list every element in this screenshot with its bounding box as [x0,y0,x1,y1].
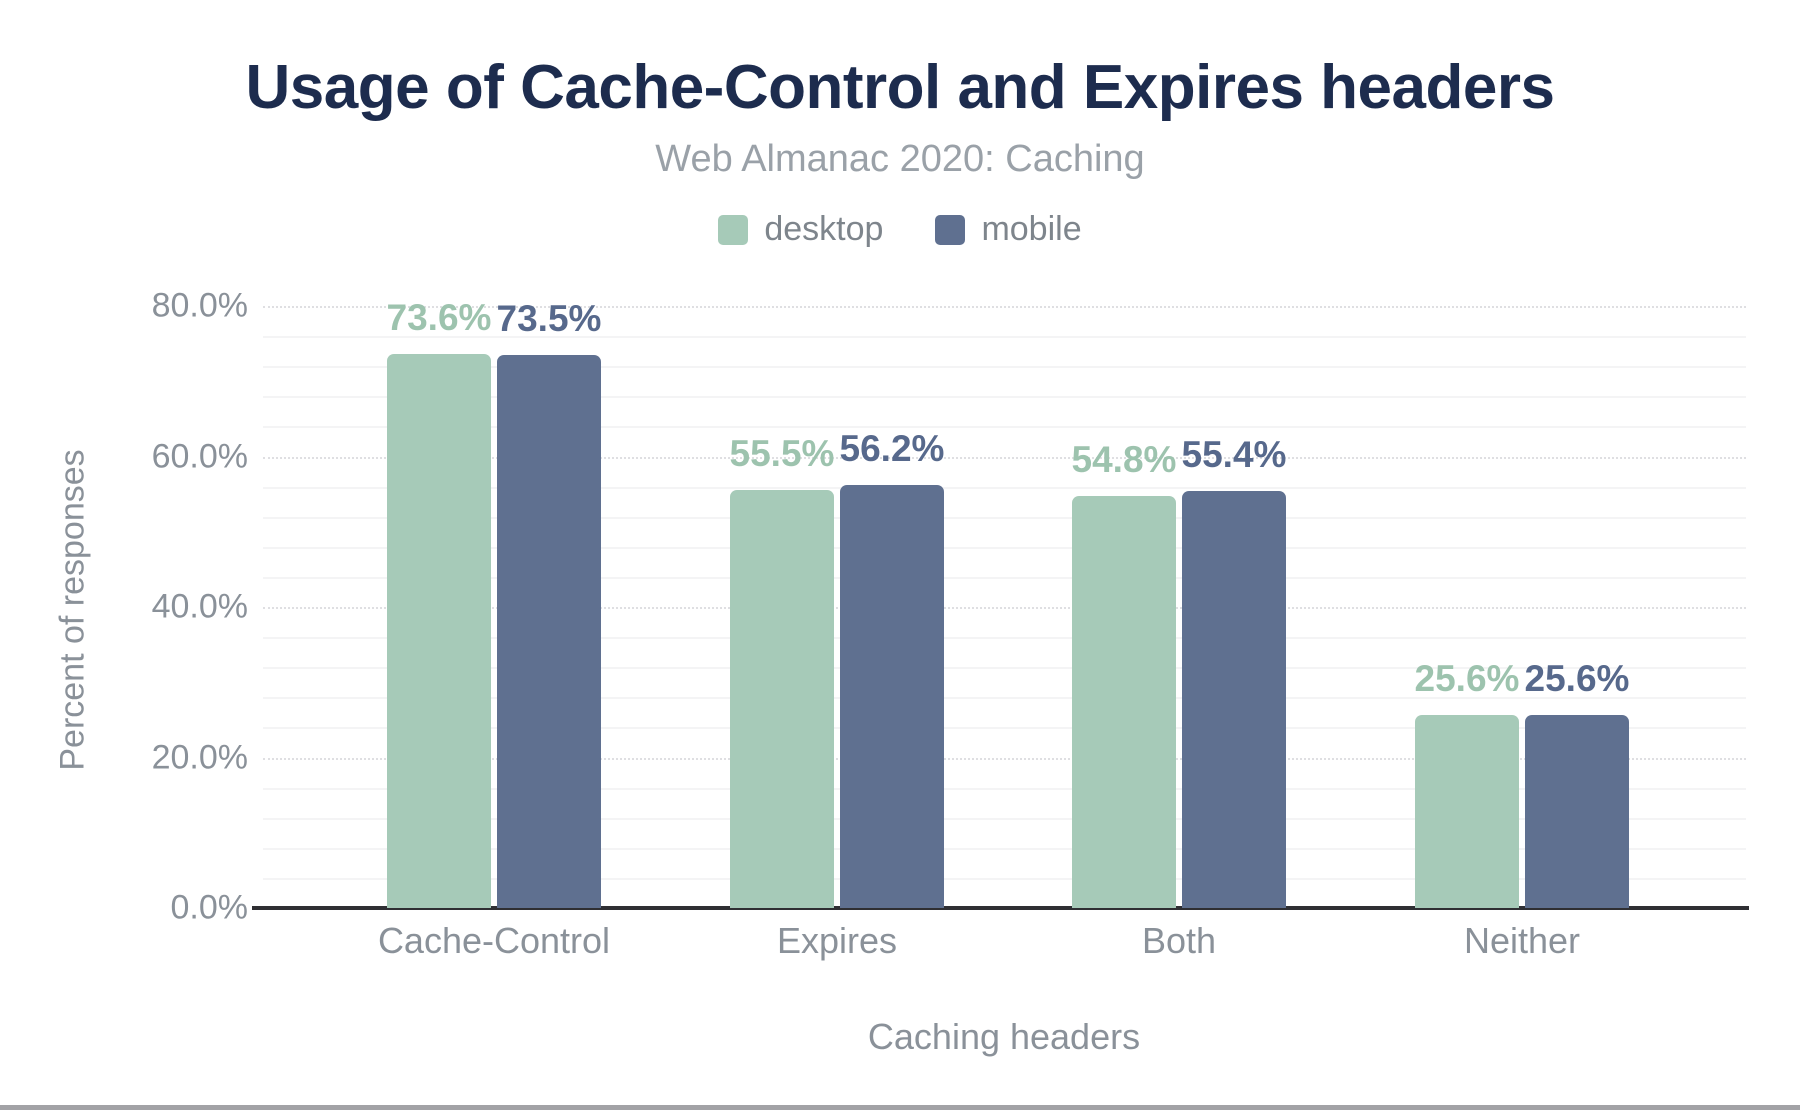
gridline-64 [263,426,1746,429]
bar-mobile-both[interactable] [1182,491,1286,908]
value-label-mobile-cache-control: 73.5% [496,297,602,339]
chart-subtitle: Web Almanac 2020: Caching [655,138,1145,180]
bar-desktop-both[interactable] [1072,495,1176,908]
legend-item-desktop[interactable]: desktop [718,210,883,249]
x-tick-cache-control: Cache-Control [377,920,611,961]
gridline-48 [263,546,1746,549]
gridline-28 [263,697,1746,700]
x-axis-line [252,906,1749,910]
value-label-desktop-expires: 55.5% [729,433,835,475]
gridline-12 [263,817,1746,820]
y-tick-40.0: 40.0% [151,587,248,626]
bar-mobile-expires[interactable] [840,485,944,908]
x-tick-neither: Neither [1463,920,1581,961]
gridline-24 [263,727,1746,730]
y-tick-20.0: 20.0% [151,738,248,776]
desktop-swatch [718,214,749,245]
legend-item-mobile[interactable]: mobile [935,210,1082,249]
value-label-desktop-cache-control: 73.6% [386,297,492,339]
y-tick-60.0: 60.0% [151,437,248,475]
mobile-swatch [935,214,966,245]
gridline-68 [263,396,1746,399]
legend: desktop mobile [0,210,1800,249]
value-label-mobile-neither: 25.6% [1524,658,1630,700]
gridline-44 [263,576,1746,579]
value-label-mobile-expires: 56.2% [839,428,945,470]
x-tick-both: Both [1141,920,1217,961]
gridline-56 [263,486,1746,489]
chart-title: Usage of Cache-Control and Expires heade… [245,53,1555,122]
bar-desktop-cache-control[interactable] [387,354,491,908]
gridline-36 [263,637,1746,640]
gridline-16 [263,787,1746,790]
value-label-mobile-both: 55.4% [1181,434,1287,476]
gridline-80 [263,306,1746,308]
bottom-border [0,1105,1800,1110]
gridline-8 [263,847,1746,850]
x-tick-expires: Expires [776,920,898,961]
gridline-4 [263,877,1746,880]
legend-label-desktop: desktop [764,210,884,248]
gridline-76 [263,336,1746,339]
y-tick-0.0: 0.0% [170,888,249,927]
y-tick-80.0: 80.0% [151,286,248,325]
gridline-40 [263,607,1746,609]
bar-desktop-neither[interactable] [1415,715,1519,908]
value-label-desktop-both: 54.8% [1071,438,1177,480]
x-axis-title: Caching headers [867,1016,1141,1057]
plot-area [263,306,1746,908]
gridline-60 [263,456,1746,459]
value-label-desktop-neither: 25.6% [1414,658,1520,700]
gridline-20 [263,757,1746,760]
bar-mobile-cache-control[interactable] [497,354,601,908]
gridline-72 [263,366,1746,369]
bar-desktop-expires[interactable] [730,490,834,908]
legend-label-mobile: mobile [981,210,1082,248]
bar-mobile-neither[interactable] [1525,715,1629,908]
gridline-32 [263,667,1746,670]
gridline-52 [263,516,1746,519]
